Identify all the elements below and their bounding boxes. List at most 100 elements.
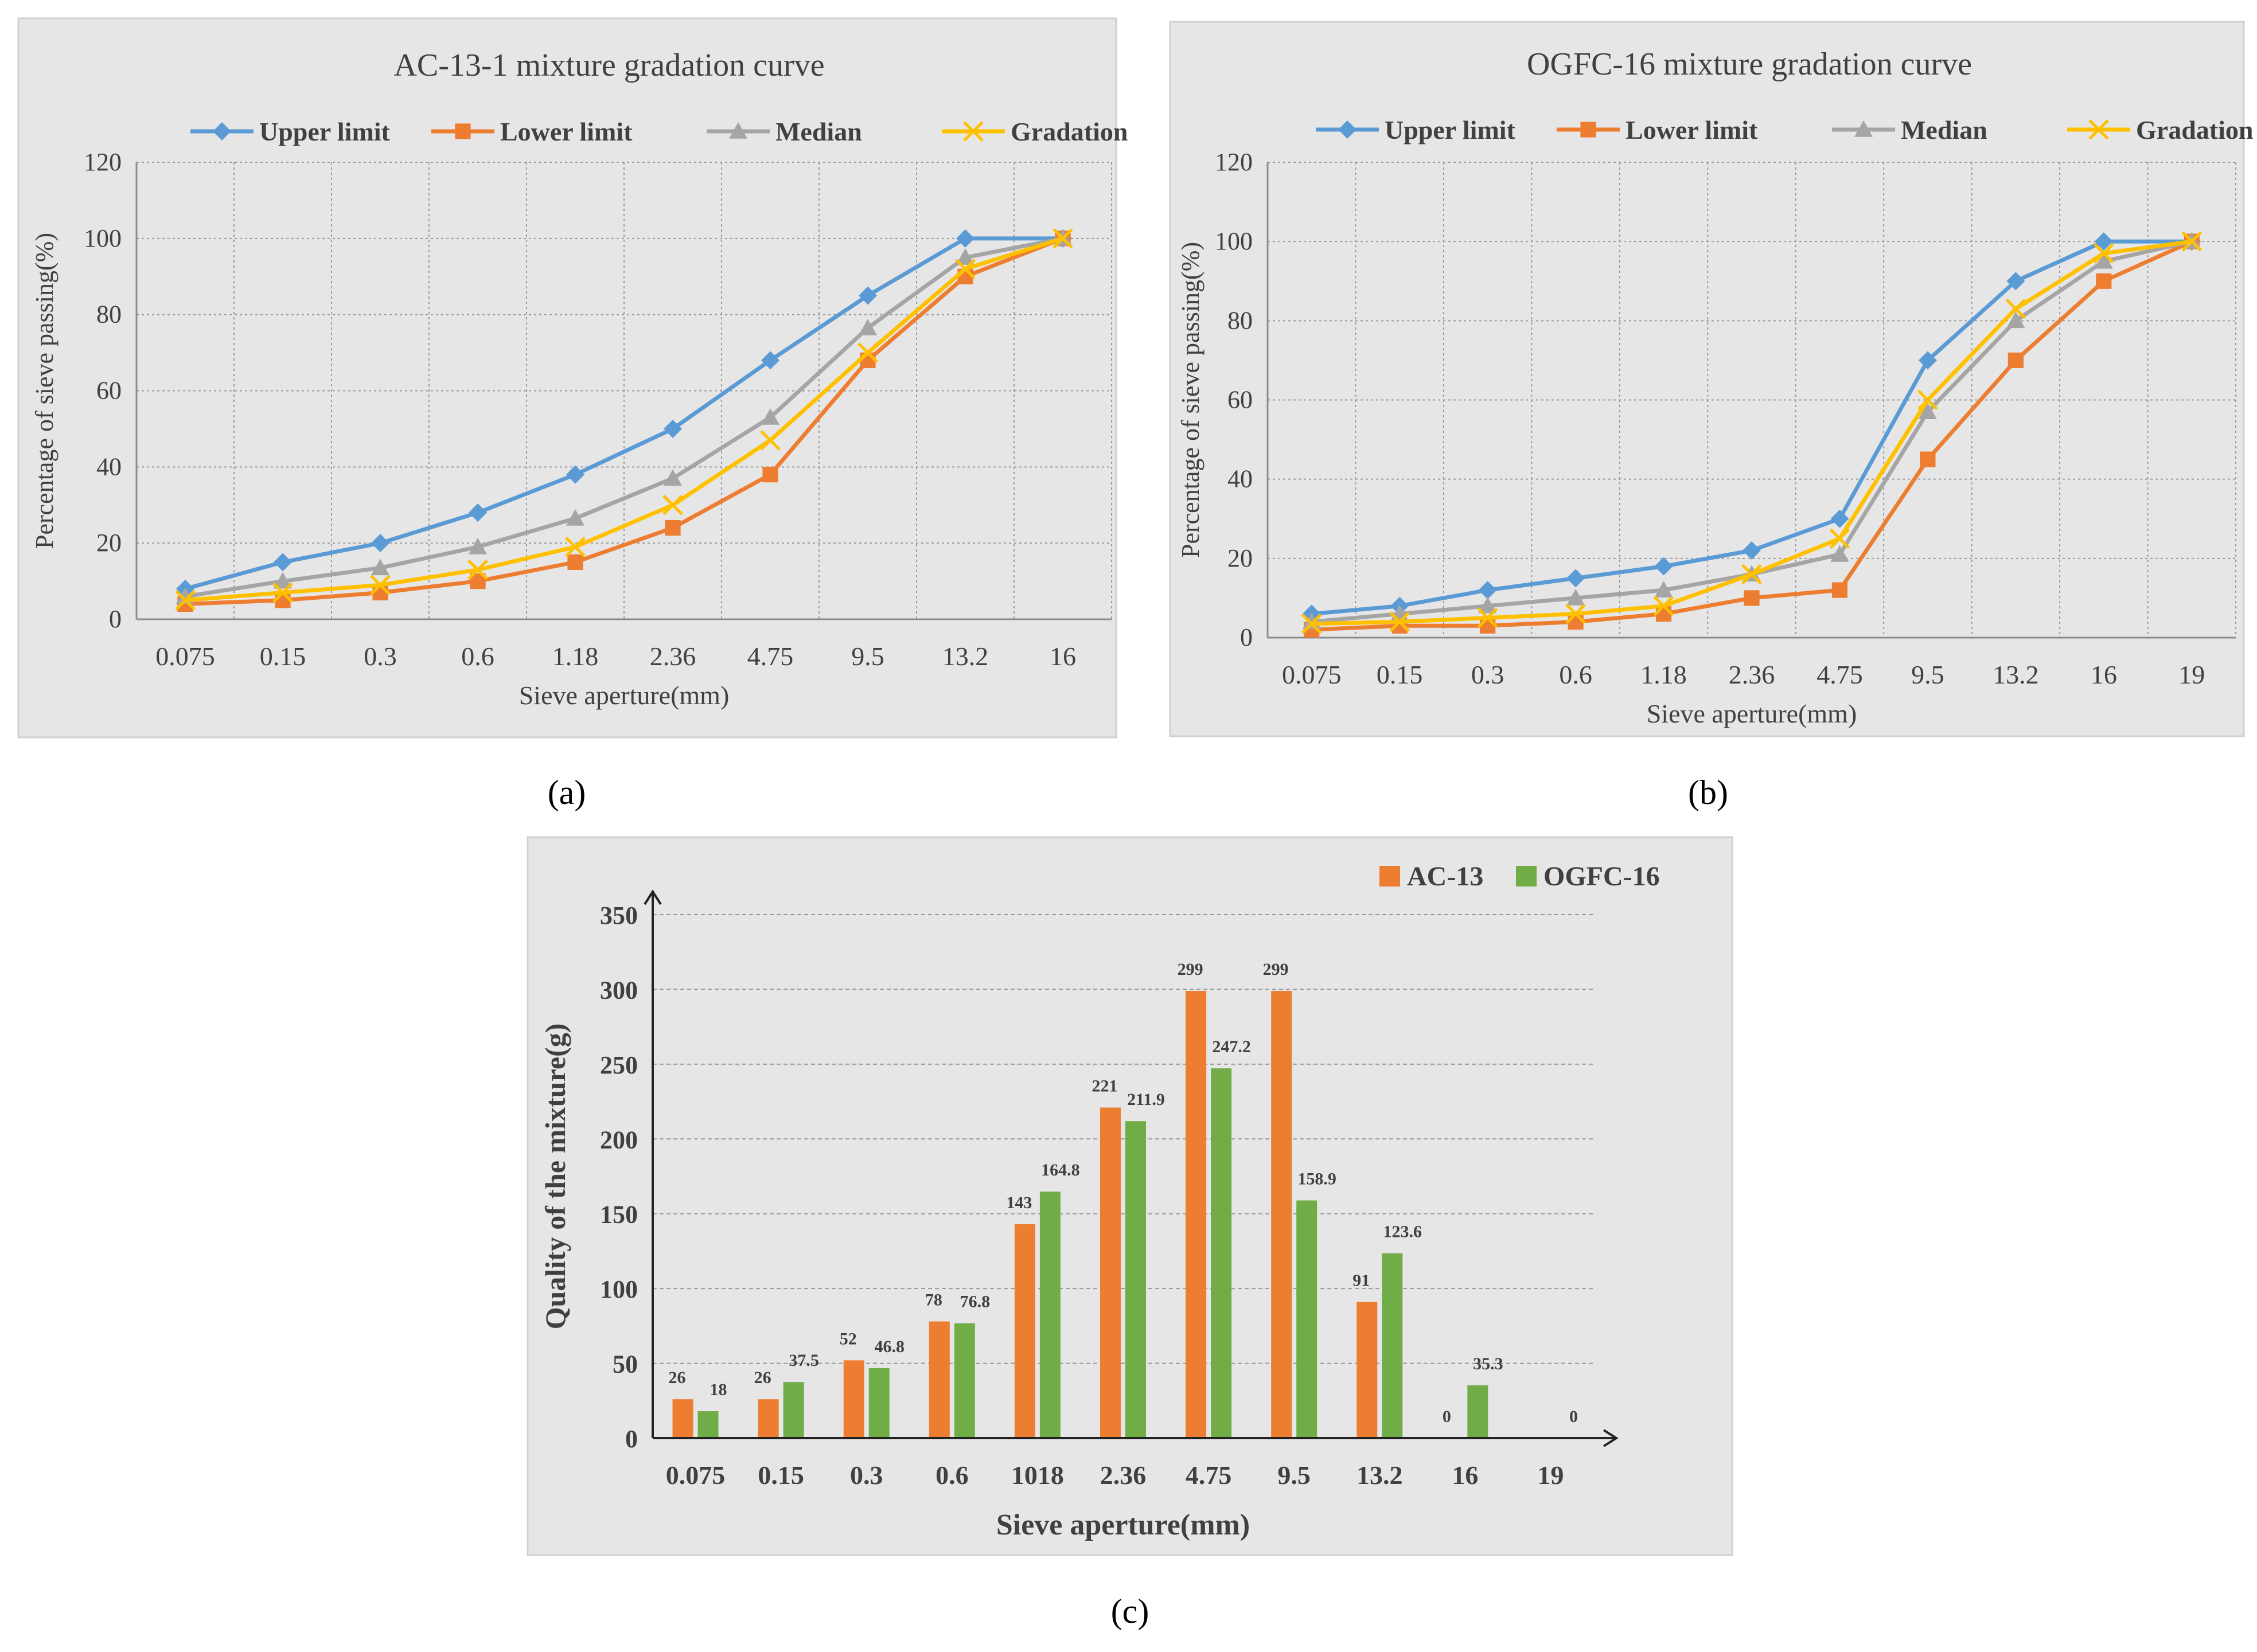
data-point-3-7 (1917, 389, 1938, 411)
panel-a-background (17, 17, 1117, 739)
data-point-2-8 (2006, 311, 2025, 329)
data-point-3-6 (1829, 528, 1850, 549)
data-point-3-6-stroke-2 (760, 430, 781, 451)
data-point-3-2-stroke-2 (370, 575, 391, 595)
data-point-1-4 (567, 554, 583, 570)
x-tick-label: 9.5 (1277, 1460, 1311, 1490)
y-tick-label: 100 (600, 1275, 638, 1303)
legend-marker-3 (2088, 119, 2109, 140)
bar-label-0-7: 299 (1263, 960, 1289, 979)
bar-1-3 (954, 1323, 975, 1438)
data-point-0-5 (664, 419, 682, 438)
data-point-3-7-stroke-2 (857, 342, 878, 363)
data-point-1-6 (762, 467, 778, 483)
legend-marker-2 (729, 122, 747, 139)
bar-1-5 (1125, 1121, 1146, 1438)
bar-0-2 (843, 1360, 864, 1438)
y-tick-label: 0 (1240, 623, 1253, 651)
x-tick-label: 0.075 (155, 642, 215, 671)
data-point-3-2 (1477, 607, 1498, 628)
data-point-2-7 (859, 318, 877, 335)
bar-1-1 (783, 1382, 804, 1438)
y-tick-label: 40 (96, 452, 122, 481)
bar-label-0-3: 78 (925, 1291, 942, 1310)
data-point-3-8 (955, 259, 976, 279)
data-point-3-10 (2181, 231, 2203, 252)
bar-label-0-2: 52 (840, 1329, 857, 1348)
x-axis-title: Sieve aperture(mm) (1647, 699, 1857, 728)
chart-b: OGFC-16 mixture gradation curve Upper lim… (1176, 46, 2253, 728)
x-tick-label: 0.3 (1471, 660, 1504, 689)
y-tick-label: 80 (96, 300, 122, 329)
x-tick-label: 4.75 (1186, 1460, 1232, 1490)
caption-a: (a) (548, 774, 586, 811)
data-point-0-4 (566, 465, 584, 484)
data-point-0-6 (1830, 509, 1849, 528)
legend-marker-3-stroke-2 (2088, 119, 2109, 140)
y-axis-title: Percentage of sieve passing(%) (1176, 242, 1204, 558)
legend-marker-1 (1580, 122, 1596, 138)
x-tick-label: 0.075 (1282, 660, 1342, 689)
data-point-0-1 (274, 553, 292, 572)
data-point-3-9-stroke-2 (2094, 243, 2114, 264)
data-point-3-0-stroke-2 (1301, 614, 1322, 634)
bar-label-1-3: 76.8 (960, 1292, 991, 1311)
legend-swatch-0 (1379, 866, 1400, 886)
x-tick-label: 0.6 (461, 642, 494, 671)
data-point-2-9 (2094, 252, 2113, 269)
legend-label-1: OGFC-16 (1543, 861, 1660, 892)
chart-title: OGFC-16 mixture gradation curve (1527, 46, 1972, 82)
bar-0-8 (1356, 1302, 1378, 1438)
bar-label-0-5: 221 (1092, 1077, 1118, 1096)
bar-label-1-9: 35.3 (1473, 1354, 1503, 1373)
bar-0-0 (672, 1399, 693, 1438)
x-tick-label: 1.18 (1640, 660, 1687, 689)
legend-label-1: Lower limit (500, 117, 633, 146)
chart-c: 0 50 100 150 200 250 300 350 26 26 52 78 143 221 299 29… (539, 861, 1660, 1541)
data-point-0-3 (469, 503, 487, 522)
data-point-1-5 (1744, 590, 1760, 606)
y-tick-label: 60 (1227, 386, 1253, 414)
bar-1-6 (1211, 1068, 1232, 1438)
y-tick-label: 0 (109, 605, 122, 633)
y-tick-label: 50 (613, 1350, 638, 1378)
data-point-2-1 (274, 572, 292, 589)
legend-label-0: Upper limit (259, 117, 391, 146)
data-point-3-2 (370, 575, 391, 595)
data-point-1-6 (1831, 582, 1848, 598)
data-point-1-5 (665, 520, 681, 536)
legend-marker-0 (1338, 120, 1356, 139)
bar-1-0 (697, 1411, 719, 1438)
legend-marker-1 (455, 123, 471, 139)
bar-label-0-0: 26 (669, 1368, 686, 1387)
bar-label-1-10: 0 (1569, 1407, 1578, 1426)
y-tick-label: 120 (84, 148, 122, 176)
bar-label-1-2: 46.8 (874, 1337, 905, 1356)
x-tick-label: 0.3 (850, 1460, 883, 1490)
data-point-0-5 (1743, 541, 1761, 560)
x-tick-label: 16 (1452, 1460, 1478, 1490)
bar-0-7 (1271, 991, 1292, 1438)
x-tick-label: 13.2 (1993, 660, 2039, 689)
data-point-3-5 (1741, 564, 1762, 585)
data-point-3-1-stroke-2 (272, 582, 293, 603)
bar-0-6 (1186, 991, 1207, 1438)
x-tick-label: 19 (1537, 1460, 1564, 1490)
bar-0-4 (1014, 1224, 1035, 1438)
y-tick-label: 150 (600, 1201, 638, 1229)
chart-a: AC-13-1 mixture gradation curve Upper lim… (30, 48, 1128, 710)
data-point-2-5 (664, 469, 682, 486)
chart-title: AC-13-1 mixture gradation curve (393, 48, 824, 83)
bar-label-1-4: 164.8 (1041, 1161, 1080, 1180)
x-tick-label: 0.075 (666, 1460, 726, 1490)
series-line-0 (185, 236, 1063, 591)
data-point-1-7 (1920, 451, 1936, 467)
x-tick-label: 2.36 (1100, 1460, 1147, 1490)
legend-marker-3 (963, 121, 984, 142)
legend-label-0: Upper limit (1385, 115, 1516, 144)
bar-label-0-6: 299 (1178, 960, 1203, 979)
y-tick-label: 0 (625, 1425, 638, 1453)
legend-label-0: AC-13 (1407, 861, 1483, 892)
data-point-3-9 (1053, 228, 1073, 249)
